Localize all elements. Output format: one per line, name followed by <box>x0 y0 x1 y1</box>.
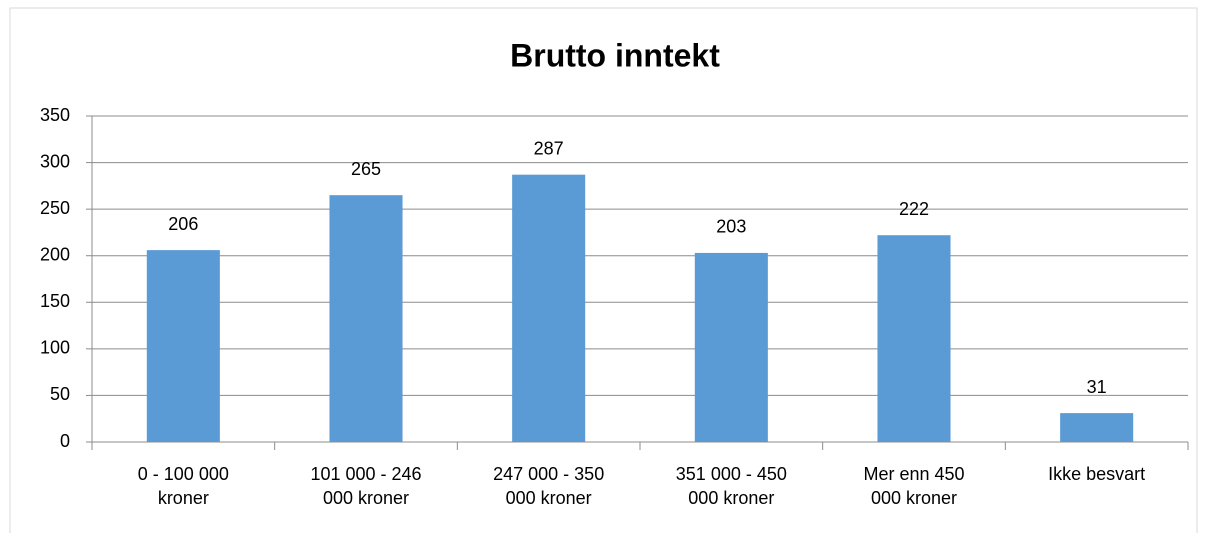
y-tick-label: 50 <box>50 384 70 404</box>
y-tick-label: 350 <box>40 105 70 125</box>
y-tick-label: 150 <box>40 291 70 311</box>
data-label: 222 <box>899 199 929 219</box>
data-label: 206 <box>168 214 198 234</box>
x-tick-label: 101 000 - 246 000 kroner <box>310 464 422 508</box>
x-tick-label: 0 - 100 000 kroner <box>137 464 229 508</box>
y-tick-label: 0 <box>60 431 70 451</box>
x-tick-label: Ikke besvart <box>1048 464 1146 484</box>
y-tick-label: 250 <box>40 198 70 218</box>
bar <box>877 235 951 442</box>
y-tick-label: 200 <box>40 244 70 264</box>
y-tick-label: 100 <box>40 338 70 358</box>
chart-title: Brutto inntekt <box>510 37 720 73</box>
data-label: 203 <box>716 217 746 237</box>
bar <box>512 174 586 442</box>
data-label: 31 <box>1087 377 1107 397</box>
data-label: 265 <box>351 159 381 179</box>
y-tick-label: 300 <box>40 151 70 171</box>
bar <box>1060 413 1134 442</box>
bar <box>146 250 220 442</box>
bar <box>329 195 403 442</box>
x-tick-label: 351 000 - 450 000 kroner <box>675 464 787 508</box>
x-tick-label: Mer enn 450 000 kroner <box>863 464 965 508</box>
bar <box>694 252 768 442</box>
data-label: 287 <box>534 138 564 158</box>
x-tick-label: 247 000 - 350 000 kroner <box>493 464 605 508</box>
